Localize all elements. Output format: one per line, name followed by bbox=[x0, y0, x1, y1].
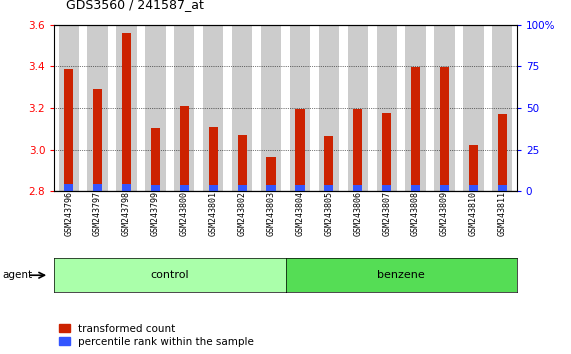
Bar bbox=[405, 25, 426, 191]
Bar bbox=[151, 185, 160, 191]
Bar bbox=[122, 184, 131, 191]
Bar bbox=[208, 127, 218, 191]
Bar bbox=[469, 185, 478, 191]
Bar bbox=[238, 135, 247, 191]
Text: GSM243798: GSM243798 bbox=[122, 191, 131, 236]
Bar bbox=[353, 109, 363, 191]
Text: GDS3560 / 241587_at: GDS3560 / 241587_at bbox=[66, 0, 203, 11]
Bar bbox=[203, 25, 223, 191]
Bar bbox=[93, 184, 102, 191]
Bar bbox=[295, 185, 304, 191]
Bar bbox=[232, 25, 252, 191]
Bar bbox=[469, 145, 478, 191]
Text: GSM243804: GSM243804 bbox=[295, 191, 304, 236]
Text: control: control bbox=[151, 270, 189, 280]
Bar bbox=[376, 25, 397, 191]
Bar bbox=[116, 25, 136, 191]
Bar bbox=[122, 33, 131, 191]
Bar bbox=[411, 185, 420, 191]
Text: GSM243810: GSM243810 bbox=[469, 191, 478, 236]
Bar bbox=[238, 185, 247, 191]
Bar bbox=[463, 25, 484, 191]
Bar bbox=[295, 109, 304, 191]
Bar bbox=[174, 25, 195, 191]
Text: GSM243801: GSM243801 bbox=[209, 191, 218, 236]
Bar bbox=[64, 184, 73, 191]
Bar bbox=[87, 25, 108, 191]
Bar bbox=[382, 185, 391, 191]
Text: GSM243805: GSM243805 bbox=[324, 191, 333, 236]
Bar bbox=[145, 25, 166, 191]
Bar bbox=[59, 25, 79, 191]
Bar bbox=[261, 25, 281, 191]
Bar bbox=[93, 89, 102, 191]
Text: GSM243800: GSM243800 bbox=[180, 191, 189, 236]
Text: GSM243806: GSM243806 bbox=[353, 191, 362, 236]
Bar bbox=[180, 106, 189, 191]
Bar bbox=[319, 25, 339, 191]
Bar bbox=[382, 113, 391, 191]
Bar bbox=[267, 185, 276, 191]
Legend: transformed count, percentile rank within the sample: transformed count, percentile rank withi… bbox=[59, 324, 254, 347]
Bar bbox=[411, 67, 420, 191]
Text: GSM243807: GSM243807 bbox=[382, 191, 391, 236]
Text: GSM243808: GSM243808 bbox=[411, 191, 420, 236]
Bar bbox=[290, 25, 310, 191]
Bar bbox=[180, 185, 189, 191]
Text: GSM243797: GSM243797 bbox=[93, 191, 102, 236]
Bar bbox=[324, 136, 333, 191]
Bar bbox=[498, 114, 507, 191]
Text: GSM243803: GSM243803 bbox=[267, 191, 276, 236]
Bar bbox=[440, 185, 449, 191]
Text: GSM243802: GSM243802 bbox=[238, 191, 247, 236]
Bar bbox=[267, 157, 276, 191]
Bar bbox=[353, 185, 363, 191]
Text: GSM243796: GSM243796 bbox=[64, 191, 73, 236]
Bar bbox=[208, 185, 218, 191]
Bar bbox=[151, 128, 160, 191]
Text: benzene: benzene bbox=[377, 270, 425, 280]
Text: GSM243799: GSM243799 bbox=[151, 191, 160, 236]
Bar bbox=[348, 25, 368, 191]
Bar bbox=[440, 67, 449, 191]
Bar bbox=[64, 69, 73, 191]
Bar bbox=[492, 25, 512, 191]
Text: GSM243811: GSM243811 bbox=[498, 191, 507, 236]
Bar bbox=[324, 185, 333, 191]
Bar bbox=[498, 185, 507, 191]
Text: GSM243809: GSM243809 bbox=[440, 191, 449, 236]
Bar bbox=[435, 25, 455, 191]
Text: agent: agent bbox=[3, 270, 33, 280]
